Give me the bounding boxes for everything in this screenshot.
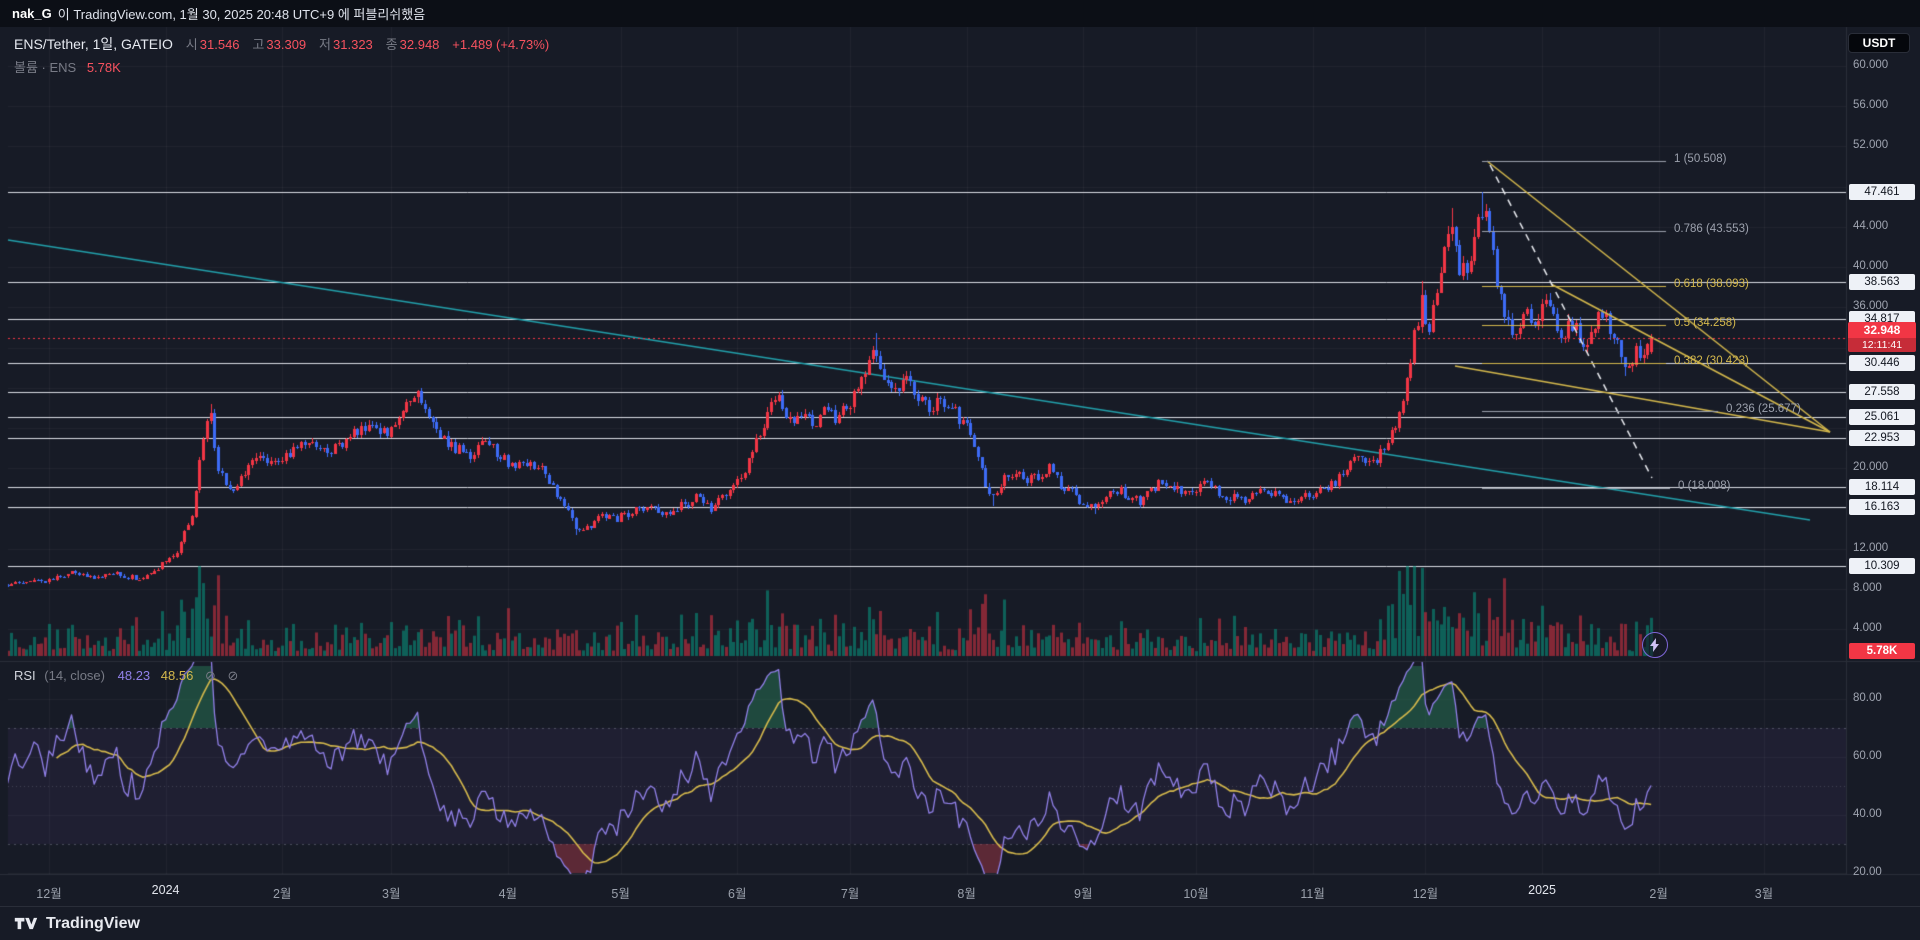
- price-level-badge: 22.953: [1849, 430, 1915, 447]
- time-axis-label: 10월: [1183, 887, 1209, 901]
- price-level-badge: 25.061: [1849, 409, 1915, 426]
- price-axis-tick: 56.000: [1853, 99, 1889, 112]
- rsi-axis-tick: 60.00: [1853, 750, 1882, 762]
- time-axis-label: 3월: [1754, 887, 1774, 901]
- close-value: 32.948: [399, 37, 440, 52]
- time-axis-label: 2025: [1528, 883, 1556, 897]
- time-axis-label: 8월: [957, 887, 976, 901]
- time-axis-label: 6월: [728, 887, 747, 901]
- price-axis-tick: 52.000: [1853, 139, 1889, 152]
- time-axis-label: 12월: [36, 887, 62, 901]
- publish-bar: nak_G 이 TradingView.com, 1월 30, 2025 20:…: [0, 0, 1920, 27]
- change-value: +1.489 (+4.73%): [452, 37, 550, 52]
- time-axis-label: 2월: [272, 887, 292, 901]
- rsi-title[interactable]: RSI: [14, 668, 36, 683]
- publish-info-text: 이 TradingView.com, 1월 30, 2025 20:48 UTC…: [57, 7, 426, 22]
- price-level-badge: 30.446: [1849, 355, 1915, 372]
- candle-countdown: 12:11:41: [1848, 338, 1916, 352]
- price-axis-tick: 40.000: [1853, 260, 1889, 273]
- rsi-axis-tick: 40.00: [1853, 808, 1882, 820]
- fib-level-label: 0.382 (30.423): [1674, 355, 1749, 368]
- price-axis-tick: 20.000: [1853, 461, 1889, 474]
- price-axis-tick: 44.000: [1853, 219, 1889, 232]
- fib-level-label: 0 (18.008): [1678, 480, 1731, 493]
- price-axis-tick: 36.000: [1853, 300, 1889, 313]
- close-label: 종: [385, 37, 398, 52]
- publisher-username: nak_G: [12, 6, 52, 21]
- time-axis-label: 2024: [151, 883, 180, 897]
- volume-indicator-label[interactable]: 볼륨 · ENS: [14, 60, 77, 75]
- price-level-badge: 10.309: [1849, 557, 1915, 574]
- current-price-value: 32.948: [1863, 323, 1901, 337]
- price-axis-tick: 8.000: [1853, 581, 1882, 594]
- rsi-hide-icon[interactable]: ⊘: [204, 668, 216, 683]
- time-axis-label: 4월: [498, 887, 518, 901]
- rsi-menu-icon[interactable]: ⊘: [227, 668, 239, 683]
- price-axis-tick: 4.000: [1853, 622, 1882, 634]
- volume-axis-badge: 5.78K: [1849, 643, 1915, 659]
- rsi-legend: RSI (14, close) 48.23 48.56 ⊘ ⊘: [14, 668, 238, 684]
- rsi-ma-value: 48.56: [160, 668, 194, 683]
- fib-level-label: 0.236 (25.677): [1726, 403, 1801, 416]
- open-label: 시: [185, 37, 198, 52]
- tradingview-brand[interactable]: TradingView: [46, 914, 140, 932]
- rsi-value: 48.23: [117, 668, 151, 683]
- price-axis-tick: 60.000: [1853, 59, 1889, 71]
- symbol-title[interactable]: ENS/Tether, 1일, GATEIO: [14, 36, 173, 52]
- boost-button[interactable]: [1642, 632, 1668, 658]
- footer-bar: TradingView: [0, 906, 1920, 940]
- price-level-badge: 18.114: [1849, 479, 1915, 496]
- low-value: 31.323: [333, 37, 373, 52]
- time-axis[interactable]: 12월 2024 2월 3월 4월 5월 6월 7월 8월 9월 10월 11월 12월 2025 2월 3월: [0, 874, 1920, 906]
- rsi-axis-tick: 20.00: [1853, 866, 1882, 878]
- tradingview-logo-icon[interactable]: [14, 916, 38, 931]
- price-level-badge: 27.558: [1849, 384, 1915, 401]
- fib-level-label: 0.786 (43.553): [1674, 223, 1749, 236]
- low-label: 저: [319, 37, 332, 52]
- fib-level-label: 0.5 (34.258): [1674, 316, 1737, 329]
- price-level-badge: 16.163: [1849, 498, 1915, 515]
- symbol-legend: ENS/Tether, 1일, GATEIO 시 31.546 고 33.309 저…: [14, 34, 549, 76]
- price-level-badge: 47.461: [1849, 184, 1915, 201]
- fib-level-label: 0.618 (38.093): [1674, 278, 1749, 291]
- price-level-badge: 38.563: [1849, 273, 1915, 290]
- time-axis-label: 7월: [840, 887, 860, 901]
- time-axis-label: 3월: [382, 887, 401, 901]
- fib-level-label: 1 (50.508): [1674, 153, 1727, 166]
- currency-toggle-button[interactable]: USDT: [1848, 33, 1910, 53]
- time-axis-label: 12월: [1412, 887, 1439, 901]
- high-value: 33.309: [266, 37, 307, 52]
- rsi-axis-tick: 80.00: [1853, 692, 1882, 704]
- time-axis-label: 5월: [611, 887, 630, 901]
- current-price-badge: 32.948 12:11:41: [1848, 322, 1916, 352]
- volume-indicator-value: 5.78K: [86, 60, 121, 75]
- price-axis-tick: 12.000: [1853, 541, 1889, 554]
- time-axis-label: 11월: [1300, 887, 1325, 901]
- lightning-icon: [1650, 638, 1659, 652]
- rsi-params: (14, close): [44, 668, 105, 683]
- time-axis-label: 9월: [1074, 887, 1093, 901]
- high-label: 고: [252, 37, 265, 52]
- time-axis-label: 2월: [1649, 887, 1668, 901]
- open-value: 31.546: [199, 37, 240, 52]
